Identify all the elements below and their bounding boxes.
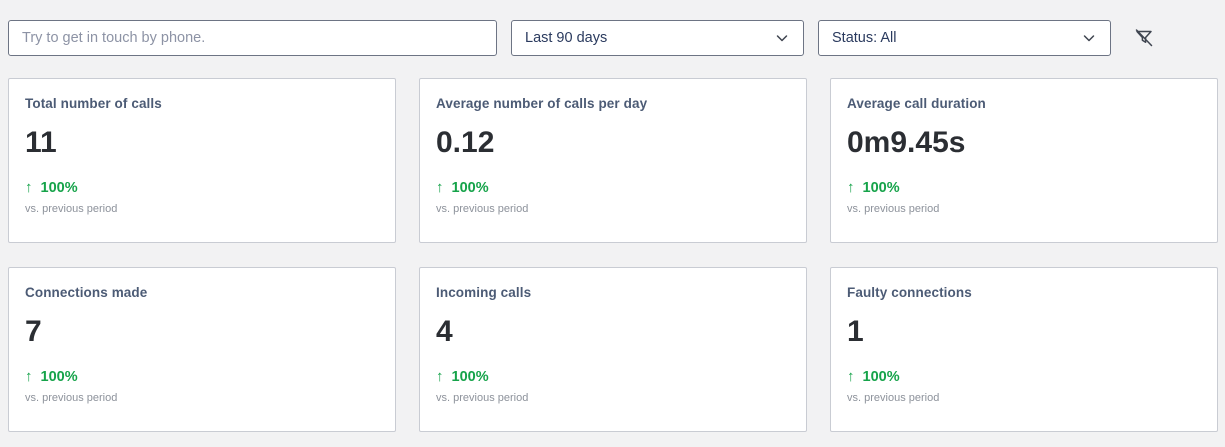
card-title: Average call duration	[847, 96, 986, 111]
clear-filters-button[interactable]	[1128, 22, 1160, 54]
stat-card-avg-calls-per-day: Average number of calls per day 0.12 ↑ 1…	[419, 78, 807, 243]
card-title: Average number of calls per day	[436, 96, 648, 111]
filter-bar: Last 90 days Status: All	[0, 0, 1225, 56]
status-select[interactable]: Status: All	[818, 20, 1111, 56]
card-change: ↑ 100%	[25, 368, 379, 385]
card-value: 11	[25, 126, 57, 159]
change-percent: 100%	[40, 368, 78, 385]
card-value: 7	[25, 315, 42, 348]
card-value: 0.12	[436, 126, 495, 159]
card-change: ↑ 100%	[847, 179, 1201, 196]
comparison-label: vs. previous period	[25, 203, 118, 215]
stat-card-total-calls: Total number of calls 11 ↑ 100% vs. prev…	[8, 78, 396, 243]
card-change: ↑ 100%	[25, 179, 379, 196]
chevron-down-icon	[774, 30, 790, 46]
arrow-up-icon: ↑	[436, 368, 444, 385]
status-value: Status: All	[832, 30, 897, 46]
change-percent: 100%	[40, 179, 78, 196]
change-percent: 100%	[451, 368, 489, 385]
comparison-label: vs. previous period	[25, 392, 118, 404]
change-percent: 100%	[451, 179, 489, 196]
change-percent: 100%	[862, 179, 900, 196]
comparison-label: vs. previous period	[847, 392, 940, 404]
chevron-down-icon	[1081, 30, 1097, 46]
search-input[interactable]	[8, 20, 497, 56]
change-percent: 100%	[862, 368, 900, 385]
date-range-select[interactable]: Last 90 days	[511, 20, 804, 56]
comparison-label: vs. previous period	[847, 203, 940, 215]
arrow-up-icon: ↑	[25, 179, 33, 196]
card-value: 4	[436, 315, 453, 348]
card-title: Total number of calls	[25, 96, 162, 111]
stats-grid: Total number of calls 11 ↑ 100% vs. prev…	[0, 56, 1225, 432]
stat-card-connections-made: Connections made 7 ↑ 100% vs. previous p…	[8, 267, 396, 432]
filter-off-icon	[1132, 26, 1156, 50]
card-change: ↑ 100%	[436, 368, 790, 385]
arrow-up-icon: ↑	[25, 368, 33, 385]
arrow-up-icon: ↑	[436, 179, 444, 196]
date-range-value: Last 90 days	[525, 30, 608, 46]
stat-card-incoming-calls: Incoming calls 4 ↑ 100% vs. previous per…	[419, 267, 807, 432]
card-change: ↑ 100%	[436, 179, 790, 196]
card-title: Faulty connections	[847, 285, 972, 300]
arrow-up-icon: ↑	[847, 179, 855, 196]
comparison-label: vs. previous period	[436, 203, 529, 215]
stat-card-faulty-connections: Faulty connections 1 ↑ 100% vs. previous…	[830, 267, 1218, 432]
card-title: Incoming calls	[436, 285, 532, 300]
arrow-up-icon: ↑	[847, 368, 855, 385]
comparison-label: vs. previous period	[436, 392, 529, 404]
stat-card-avg-call-duration: Average call duration 0m9.45s ↑ 100% vs.…	[830, 78, 1218, 243]
card-value: 1	[847, 315, 864, 348]
card-title: Connections made	[25, 285, 148, 300]
card-value: 0m9.45s	[847, 126, 966, 159]
card-change: ↑ 100%	[847, 368, 1201, 385]
